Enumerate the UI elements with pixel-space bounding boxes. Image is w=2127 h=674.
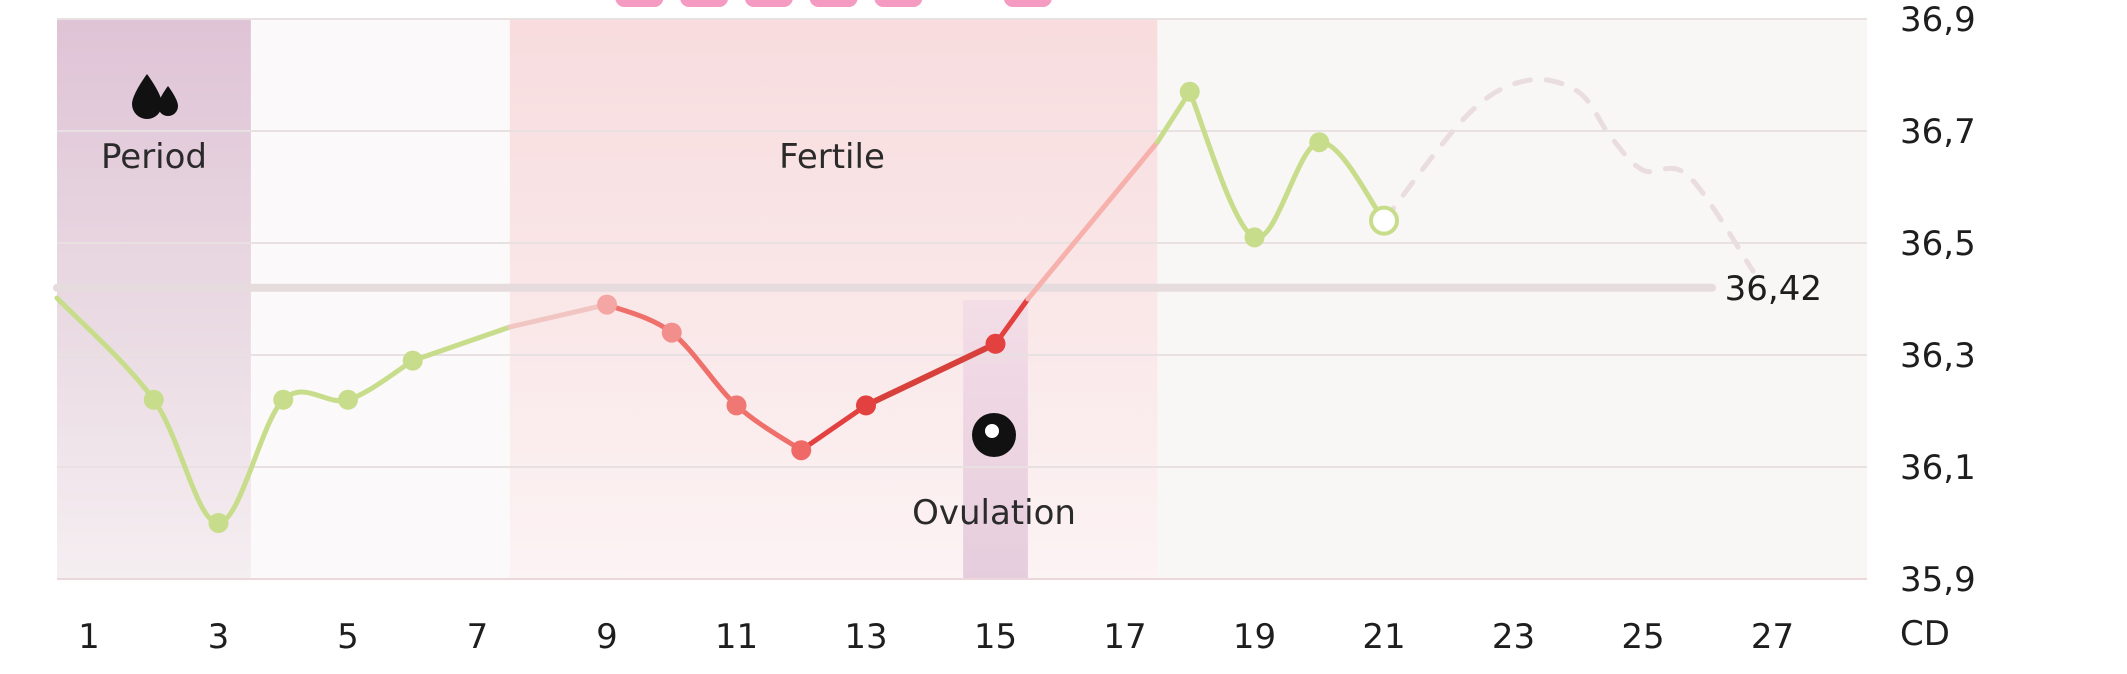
data-point[interactable]: [143, 389, 164, 410]
data-point[interactable]: [402, 350, 423, 371]
top-marker-2: [680, 0, 728, 7]
data-point[interactable]: [273, 389, 294, 410]
data-point[interactable]: [1244, 227, 1265, 248]
x-tick-label: 3: [208, 617, 230, 657]
x-tick-label: 27: [1751, 617, 1794, 657]
top-marker-5: [874, 0, 923, 7]
data-point[interactable]: [726, 395, 747, 416]
data-point[interactable]: [1309, 132, 1330, 153]
fertile-label: Fertile: [779, 137, 885, 177]
data-point-current[interactable]: [1369, 205, 1399, 236]
data-point[interactable]: [208, 513, 229, 533]
y-tick-label: 36,7: [1900, 112, 1976, 152]
series-segment-pre-fertile: [410, 324, 513, 364]
y-tick-label: 36,1: [1900, 448, 1976, 488]
period-label: Period: [101, 137, 207, 177]
data-point[interactable]: [338, 389, 358, 410]
ovulation-egg-cell-icon: [972, 413, 1016, 457]
y-axis-ticks: 36,9 36,7 36,5 36,3 36,1 35,9: [1900, 0, 1976, 600]
x-tick-label: 1: [78, 617, 100, 657]
y-tick-label: 36,3: [1900, 336, 1976, 376]
data-point[interactable]: [985, 333, 1006, 354]
grid-lines: [57, 18, 1867, 580]
series-segment-predicted: [1381, 76, 1756, 274]
series-segment-luteal: [1187, 89, 1387, 240]
x-tick-label: 23: [1492, 617, 1535, 657]
y-tick-label: 35,9: [1900, 560, 1976, 600]
series-segment-fertile-entry: [507, 302, 610, 330]
period-blood-drops-icon: [132, 74, 178, 119]
data-point[interactable]: [1179, 81, 1200, 102]
x-tick-label: 7: [467, 617, 489, 657]
x-tick-label: 9: [596, 617, 618, 657]
y-tick-label: 36,5: [1900, 224, 1976, 264]
top-marker-3: [745, 0, 793, 7]
x-tick-label: 17: [1103, 617, 1146, 657]
series-segment-ovulation-approach: [863, 340, 999, 409]
data-point[interactable]: [661, 322, 682, 343]
temperature-points: [143, 81, 1399, 533]
top-marker-4: [809, 0, 858, 7]
average-value-label: 36,42: [1725, 269, 1822, 309]
x-tick-label: 13: [844, 617, 887, 657]
data-point[interactable]: [791, 440, 812, 461]
data-point[interactable]: [597, 294, 617, 315]
top-day-markers: [615, 0, 1052, 7]
fertile-band: [509, 19, 1158, 579]
data-point[interactable]: [856, 395, 876, 416]
top-marker-1: [615, 0, 664, 7]
plot-background-early: [251, 19, 510, 579]
x-tick-label: 15: [974, 617, 1017, 657]
series-segment-rise: [1025, 139, 1160, 302]
y-tick-label: 36,9: [1900, 0, 1976, 40]
x-tick-label: 5: [337, 617, 359, 657]
x-axis-ticks: 1 3 5 7 9 11 13 15 17 19 21 23 25 27: [78, 617, 1794, 657]
ovulation-label: Ovulation: [912, 493, 1076, 533]
x-tick-label: 11: [715, 617, 758, 657]
x-tick-label: 19: [1233, 617, 1276, 657]
x-tick-label: 25: [1621, 617, 1664, 657]
top-marker-6: [1004, 0, 1052, 7]
x-tick-label: 21: [1362, 617, 1405, 657]
x-axis-unit-label: CD: [1900, 614, 1950, 654]
series-segment-fertile-drop: [604, 302, 804, 453]
